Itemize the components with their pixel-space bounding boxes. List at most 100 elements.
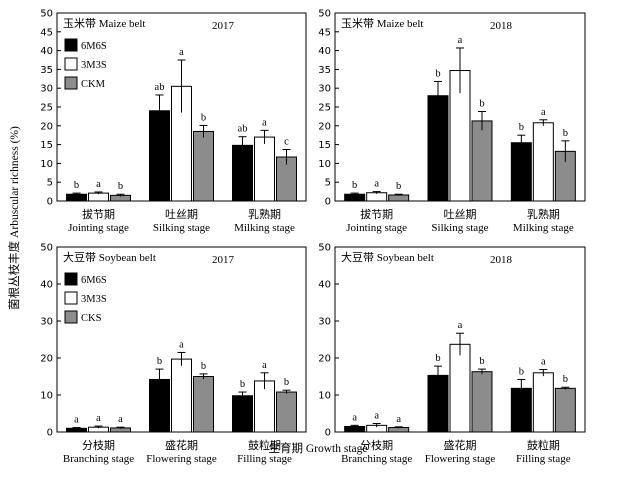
y-tick-label: 0: [47, 428, 53, 439]
y-tick-label: 15: [318, 140, 331, 151]
category-label-cn: 盛花期: [444, 438, 477, 452]
significance-letter: b: [435, 353, 440, 364]
significance-letter: b: [519, 366, 524, 377]
significance-letter: b: [284, 377, 289, 388]
y-tick-label: 20: [40, 354, 53, 365]
legend-swatch-ckm: [64, 76, 78, 90]
significance-letter: b: [563, 128, 568, 139]
bar-cks: [276, 391, 297, 433]
category-label-en: Silking stage: [153, 222, 210, 234]
significance-letter: ab: [155, 82, 165, 93]
y-tick-label: 15: [40, 140, 53, 151]
y-tick-label: 40: [40, 46, 53, 57]
bar-ckm: [388, 194, 410, 202]
y-tick-label: 50: [318, 9, 331, 20]
category-label-cn: 分枝期: [360, 438, 393, 452]
significance-letter: a: [374, 410, 379, 421]
significance-letter: b: [519, 122, 524, 133]
significance-letter: b: [396, 181, 401, 192]
bar-6m6s: [232, 395, 253, 433]
y-tick-label: 0: [47, 197, 53, 208]
significance-letter: b: [118, 181, 123, 192]
bar-3m3s: [171, 358, 192, 433]
bar-3m3s: [366, 192, 388, 202]
significance-letter: b: [479, 356, 484, 367]
category-label-cn: 乳熟期: [248, 207, 281, 221]
y-tick-label: 5: [325, 178, 331, 189]
significance-letter: a: [74, 415, 79, 426]
significance-letter: a: [396, 414, 401, 425]
bar-3m3s: [449, 343, 471, 433]
category-label-cn: 吐丝期: [444, 208, 477, 221]
y-tick-label: 0: [325, 428, 331, 439]
category-label-cn: 乳熟期: [527, 207, 560, 221]
y-tick-label: 10: [318, 391, 331, 402]
y-tick-label: 20: [40, 121, 53, 132]
panel-year: 2018: [490, 254, 513, 266]
significance-letter: a: [374, 179, 379, 190]
y-tick-label: 10: [40, 391, 53, 402]
category-label-cn: 分枝期: [82, 438, 115, 452]
category-label-en: Filling stage: [516, 453, 571, 465]
significance-letter: a: [179, 47, 184, 58]
significance-letter: b: [74, 180, 79, 191]
y-tick-label: 20: [318, 354, 331, 365]
y-tick-label: 30: [40, 317, 53, 328]
y-tick-label: 0: [325, 197, 331, 208]
category-label-en: Milking stage: [234, 222, 295, 234]
y-tick-label: 10: [318, 159, 331, 170]
category-label-cn: 吐丝期: [165, 208, 198, 221]
panel-title: 玉米带 Maize belt: [341, 17, 423, 30]
y-tick-label: 10: [40, 159, 53, 170]
significance-letter: a: [179, 339, 184, 350]
significance-letter: a: [118, 414, 123, 425]
y-tick-label: 40: [318, 46, 331, 57]
category-label-en: Silking stage: [431, 222, 488, 234]
category-label-cn: 鼓粒期: [527, 438, 560, 452]
significance-letter: a: [458, 35, 463, 46]
panel-title: 大豆带 Soybean belt: [341, 250, 434, 264]
significance-letter: a: [541, 356, 546, 367]
significance-letter: a: [458, 320, 463, 331]
legend-swatch-3m3s: [64, 57, 78, 71]
bar-ckm: [193, 130, 214, 202]
category-label-en: Milking stage: [513, 222, 574, 234]
bar-ckm: [471, 120, 493, 202]
significance-letter: b: [352, 180, 357, 191]
y-tick-label: 45: [318, 27, 331, 38]
x-axis-title: 生育期 Growth stage: [268, 441, 367, 455]
legend-label: 6M6S: [81, 41, 107, 52]
bar-cks: [554, 387, 576, 433]
y-tick-label: 35: [318, 65, 331, 76]
legend-label: 6M6S: [81, 275, 107, 286]
y-tick-label: 25: [318, 103, 331, 114]
significance-letter: ab: [238, 124, 248, 135]
bar-cks: [471, 371, 493, 433]
y-tick-label: 20: [318, 121, 331, 132]
legend-swatch-6m6s: [64, 38, 78, 52]
y-tick-label: 40: [318, 280, 331, 291]
significance-letter: a: [262, 360, 267, 371]
significance-letter: b: [435, 68, 440, 79]
category-label-en: Branching stage: [341, 453, 412, 465]
y-tick-label: 25: [40, 103, 53, 114]
significance-letter: b: [240, 379, 245, 390]
panel-title: 玉米带 Maize belt: [63, 17, 145, 30]
y-axis-title: 菌根丛枝丰度 Arbuscular richness (%): [7, 126, 21, 310]
category-label-en: Flowering stage: [425, 453, 496, 465]
legend-swatch-cks: [64, 310, 78, 324]
significance-letter: b: [157, 356, 162, 367]
panel-title: 大豆带 Soybean belt: [63, 250, 156, 264]
bar-cks: [193, 376, 214, 433]
bar-3m3s: [532, 372, 554, 433]
legend-swatch-3m3s: [64, 291, 78, 305]
y-tick-label: 5: [47, 178, 53, 189]
legend-label: 3M3S: [81, 294, 107, 305]
y-tick-label: 30: [318, 317, 331, 328]
category-label-cn: 拔节期: [360, 207, 393, 221]
panel-year: 2017: [212, 254, 235, 266]
significance-letter: a: [96, 179, 101, 190]
